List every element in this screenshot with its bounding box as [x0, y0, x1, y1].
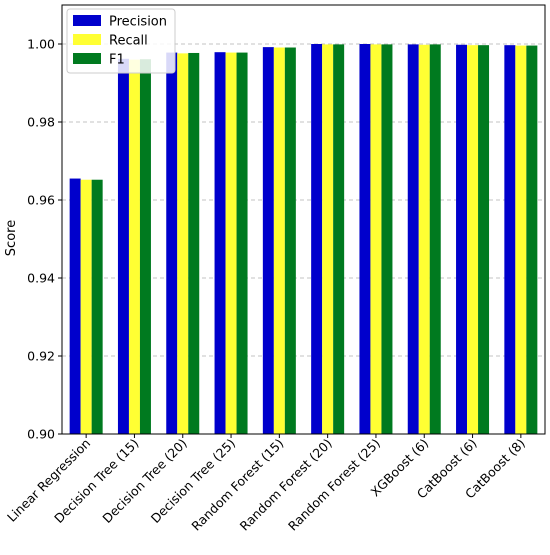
- bar-recall: [273, 47, 285, 434]
- bar-f1: [478, 45, 490, 435]
- y-tick-label: 0.90: [27, 427, 55, 442]
- bar-f1: [429, 44, 441, 434]
- bar-recall: [515, 45, 527, 435]
- bar-f1: [526, 45, 538, 435]
- y-tick-label: 1.00: [27, 37, 55, 52]
- bar-f1: [381, 44, 393, 434]
- bar-precision: [214, 52, 226, 434]
- bar-recall: [225, 52, 237, 435]
- bar-f1: [188, 52, 200, 434]
- bars-layer: [69, 44, 538, 435]
- y-tick-label: 0.92: [27, 349, 55, 364]
- bar-precision: [311, 44, 323, 434]
- bar-precision: [407, 44, 419, 434]
- bar-precision: [69, 178, 81, 434]
- x-tick-label: Random Forest (20): [237, 436, 335, 534]
- bar-precision: [504, 45, 516, 435]
- bar-recall: [80, 179, 92, 434]
- legend-swatch-precision: [73, 15, 101, 26]
- bar-precision: [359, 44, 371, 434]
- y-tick-label: 0.94: [27, 271, 55, 286]
- bar-f1: [284, 47, 296, 434]
- legend-label-recall: Recall: [109, 34, 148, 49]
- x-tick-label: Random Forest (25): [285, 436, 383, 534]
- bar-recall: [418, 44, 430, 434]
- bar-f1: [91, 179, 103, 434]
- bar-recall: [128, 59, 140, 434]
- bar-f1: [236, 52, 248, 435]
- legend-label-precision: Precision: [109, 15, 167, 30]
- bar-recall: [370, 44, 382, 434]
- x-tick-label: Random Forest (15): [188, 436, 286, 534]
- bar-recall: [177, 53, 189, 435]
- legend: Precision Recall F1: [66, 8, 176, 74]
- y-axis-label: Score: [4, 220, 19, 256]
- plot-frame: [61, 4, 546, 435]
- bar-precision: [456, 44, 468, 434]
- axes-layer: [61, 4, 546, 435]
- x-tick-label: Decision Tree (20): [99, 436, 189, 526]
- legend-swatch-recall: [73, 34, 101, 45]
- bar-recall: [322, 44, 334, 434]
- legend-swatch-f1: [73, 53, 101, 64]
- bar-precision: [117, 58, 129, 434]
- x-tick-label: Decision Tree (25): [148, 436, 238, 526]
- bar-precision: [262, 47, 274, 435]
- x-tick-label: Decision Tree (15): [51, 436, 141, 526]
- y-tick-label: 0.96: [27, 193, 55, 208]
- bar-f1: [333, 44, 345, 434]
- bar-recall: [467, 45, 479, 435]
- bar-precision: [166, 52, 178, 435]
- y-tick-label: 0.98: [27, 115, 55, 130]
- legend-label-f1: F1: [109, 53, 125, 68]
- bar-f1: [139, 59, 151, 435]
- x-tick-label: Linear Regression: [4, 436, 93, 525]
